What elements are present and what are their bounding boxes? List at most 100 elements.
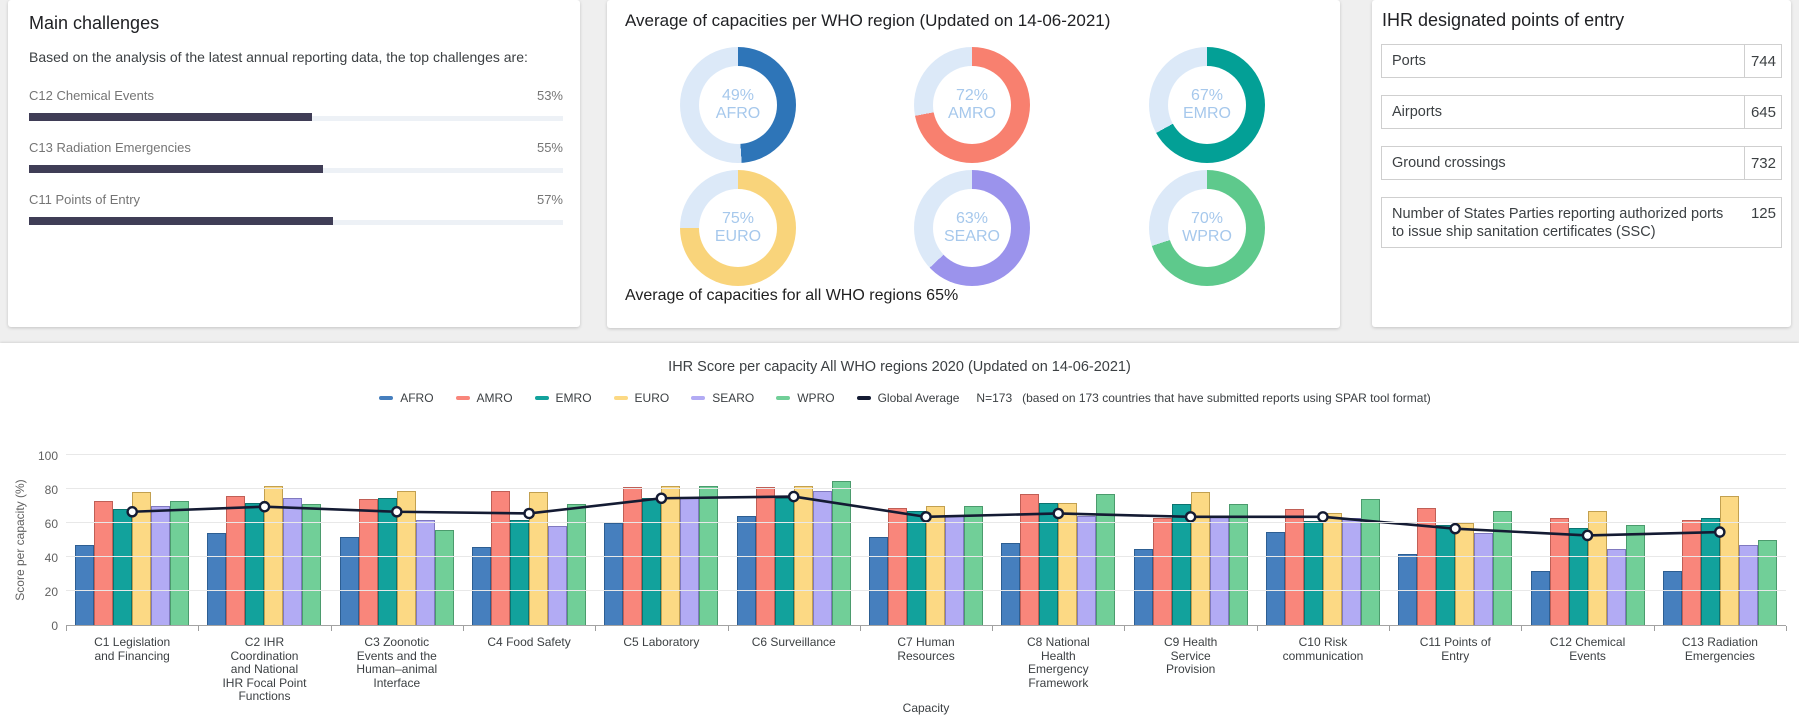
global-average-point[interactable]: [258, 500, 271, 513]
legend-item-searo[interactable]: SEARO: [691, 391, 754, 405]
bar-wpro[interactable]: [1360, 499, 1380, 625]
bar-afro[interactable]: [1133, 548, 1153, 625]
bar-amro[interactable]: [1284, 509, 1304, 625]
bar-wpro[interactable]: [1096, 494, 1116, 625]
bar-emro[interactable]: [1303, 521, 1323, 625]
donut-hole: 63% SEARO: [933, 189, 1011, 267]
bar-afro[interactable]: [472, 546, 492, 625]
bar-searo[interactable]: [1077, 516, 1097, 625]
legend-item-amro[interactable]: AMRO: [455, 391, 513, 405]
bar-amro[interactable]: [1152, 517, 1172, 625]
global-average-point[interactable]: [1449, 522, 1461, 535]
bar-afro[interactable]: [1265, 531, 1285, 625]
bar-searo[interactable]: [415, 519, 435, 625]
global-average-point[interactable]: [1714, 526, 1726, 538]
bar-afro[interactable]: [1001, 543, 1021, 625]
bar-emro[interactable]: [907, 511, 927, 625]
bar-afro[interactable]: [1398, 553, 1418, 625]
legend-item-emro[interactable]: EMRO: [534, 391, 592, 405]
bar-amro[interactable]: [94, 500, 114, 625]
bar-wpro[interactable]: [567, 504, 587, 625]
donut-afro[interactable]: 49% AFRO: [680, 47, 796, 163]
global-average-point[interactable]: [523, 507, 535, 520]
donut-hole: 72% AMRO: [933, 66, 1011, 144]
bar-wpro[interactable]: [170, 500, 190, 625]
bar-euro[interactable]: [1455, 523, 1475, 625]
bar-wpro[interactable]: [1228, 504, 1248, 625]
bar-afro[interactable]: [1530, 570, 1550, 625]
bar-emro[interactable]: [113, 509, 133, 625]
bar-amro[interactable]: [358, 499, 378, 625]
bar-afro[interactable]: [869, 536, 889, 625]
y-tick-label: 40: [44, 551, 58, 565]
bar-euro[interactable]: [529, 492, 549, 625]
bar-wpro[interactable]: [302, 504, 322, 625]
global-average-point[interactable]: [787, 490, 800, 503]
bar-emro[interactable]: [642, 497, 662, 625]
bar-afro[interactable]: [604, 523, 624, 625]
donut-wpro[interactable]: 70% WPRO: [1149, 170, 1265, 286]
bar-amro[interactable]: [1681, 519, 1701, 625]
bar-searo[interactable]: [812, 490, 832, 625]
donut-euro[interactable]: 75% EURO: [680, 170, 796, 286]
donut-amro[interactable]: 72% AMRO: [914, 47, 1030, 163]
bar-amro[interactable]: [491, 490, 511, 625]
gridline: [66, 522, 1786, 523]
poe-row: Number of States Parties reporting autho…: [1381, 197, 1782, 248]
x-axis-tick: [1389, 626, 1391, 631]
bar-emro[interactable]: [510, 519, 530, 625]
bar-afro[interactable]: [1662, 570, 1682, 625]
bar-emro[interactable]: [1700, 517, 1720, 625]
donut-searo[interactable]: 63% SEARO: [914, 170, 1030, 286]
bar-emro[interactable]: [1436, 524, 1456, 625]
bar-wpro[interactable]: [1493, 511, 1513, 625]
bar-searo[interactable]: [151, 506, 171, 625]
bar-emro[interactable]: [774, 497, 794, 625]
challenge-label: C12 Chemical Events: [29, 88, 154, 103]
legend-item-afro[interactable]: AFRO: [379, 391, 434, 405]
bar-searo[interactable]: [548, 526, 568, 625]
bar-wpro[interactable]: [964, 506, 984, 625]
bar-amro[interactable]: [1020, 494, 1040, 625]
bar-euro[interactable]: [1587, 511, 1607, 625]
global-average-point[interactable]: [390, 506, 403, 518]
bar-euro[interactable]: [396, 490, 416, 625]
bar-euro[interactable]: [926, 506, 946, 625]
bar-emro[interactable]: [1039, 502, 1059, 625]
donut-emro[interactable]: 67% EMRO: [1149, 47, 1265, 163]
global-average-point[interactable]: [655, 492, 668, 505]
global-average-point[interactable]: [920, 511, 932, 523]
bar-amro[interactable]: [888, 507, 908, 625]
bar-wpro[interactable]: [434, 529, 454, 625]
bar-amro[interactable]: [1417, 507, 1437, 625]
bar-afro[interactable]: [736, 516, 756, 625]
global-average-point[interactable]: [126, 506, 138, 518]
challenge-item: C13 Radiation Emergencies 55%: [29, 140, 563, 173]
bar-emro[interactable]: [377, 497, 397, 625]
global-average-point[interactable]: [1184, 511, 1197, 523]
bar-afro[interactable]: [75, 545, 95, 625]
bar-euro[interactable]: [1322, 512, 1342, 625]
legend-item-wpro[interactable]: WPRO: [776, 391, 835, 405]
bar-euro[interactable]: [1190, 492, 1210, 625]
global-average-point[interactable]: [1317, 511, 1329, 523]
bar-wpro[interactable]: [831, 480, 851, 625]
bar-searo[interactable]: [1738, 545, 1758, 625]
bar-afro[interactable]: [339, 536, 359, 625]
bar-euro[interactable]: [1058, 502, 1078, 625]
bar-euro[interactable]: [132, 492, 152, 625]
bar-searo[interactable]: [283, 497, 303, 625]
bar-amro[interactable]: [1549, 517, 1569, 625]
global-average-point[interactable]: [1581, 529, 1594, 542]
bar-amro[interactable]: [226, 495, 246, 625]
bar-wpro[interactable]: [1625, 524, 1645, 625]
global-average-point[interactable]: [1052, 507, 1065, 520]
bar-wpro[interactable]: [1757, 540, 1777, 625]
bar-euro[interactable]: [1719, 495, 1739, 625]
bar-searo[interactable]: [1606, 548, 1626, 625]
legend-item-global-average[interactable]: Global Average: [856, 391, 959, 405]
bar-emro[interactable]: [1568, 528, 1588, 625]
bar-emro[interactable]: [1171, 504, 1191, 625]
bar-emro[interactable]: [245, 502, 265, 625]
legend-item-euro[interactable]: EURO: [613, 391, 669, 405]
